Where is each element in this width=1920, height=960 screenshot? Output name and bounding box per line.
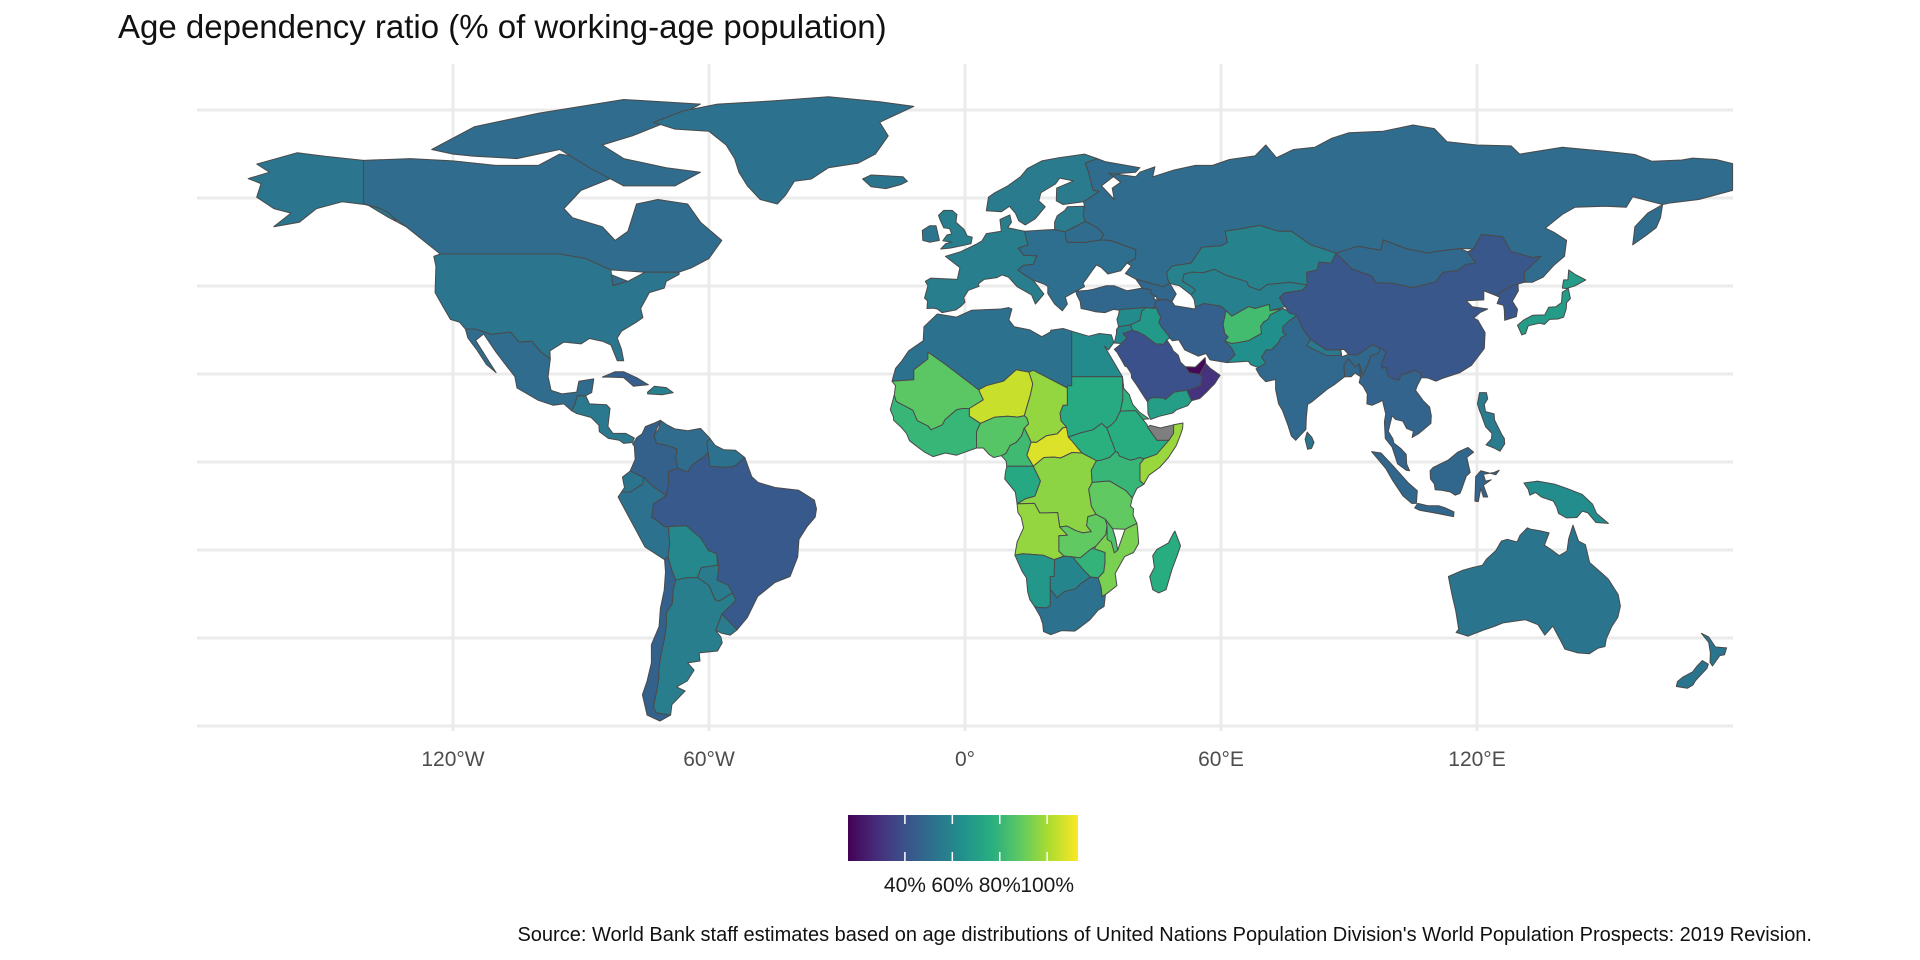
country-eritrea xyxy=(1119,376,1150,420)
map-title: Age dependency ratio (% of working-age p… xyxy=(118,8,887,45)
country-south-africa xyxy=(1034,576,1106,636)
country-java xyxy=(1414,502,1455,518)
legend-tick-label: 80% xyxy=(979,874,1021,897)
country-shapes xyxy=(247,96,1734,722)
country-malawi xyxy=(1104,518,1119,554)
country-ireland xyxy=(921,225,940,243)
country-australia xyxy=(1447,524,1621,655)
country-borneo xyxy=(1429,447,1475,496)
x-tick-label: 120°E xyxy=(1448,748,1505,771)
country-greenland xyxy=(653,96,915,205)
country-western-europe xyxy=(924,214,1045,314)
country-alaska xyxy=(247,152,407,228)
country-hokkaido xyxy=(1561,269,1587,289)
country-uae xyxy=(1184,357,1207,375)
country-canadian-arctic-islands xyxy=(431,99,701,187)
country-somalia xyxy=(1139,422,1184,485)
country-syria xyxy=(1116,307,1147,328)
x-tick-label: 120°W xyxy=(421,748,484,771)
country-new-guinea xyxy=(1523,480,1609,524)
country-korea xyxy=(1494,283,1519,321)
x-tick-label: 60°W xyxy=(683,748,735,771)
legend-tick-label: 100% xyxy=(1020,874,1074,897)
legend-tick-label: 60% xyxy=(931,874,973,897)
country-sulawesi xyxy=(1474,469,1500,503)
country-oman xyxy=(1186,363,1221,402)
longitude-tick-labels: 120°W 60°W 0° 60°E 120°E xyxy=(421,748,1505,771)
legend-colorbar xyxy=(848,815,1078,861)
country-new-zealand-north xyxy=(1700,632,1728,667)
source-caption: Source: World Bank staff estimates based… xyxy=(517,924,1812,946)
x-tick-label: 0° xyxy=(955,748,975,771)
x-tick-label: 60°E xyxy=(1198,748,1244,771)
country-united-kingdom xyxy=(938,209,973,250)
country-sumatra xyxy=(1371,451,1418,504)
country-japan xyxy=(1517,288,1571,336)
country-sri-lanka xyxy=(1304,431,1315,450)
color-legend: 40% 60% 80% 100% xyxy=(848,815,1078,897)
country-philippines xyxy=(1476,392,1506,452)
country-hispaniola xyxy=(647,385,674,396)
country-iceland xyxy=(862,174,908,190)
country-southeast-asia-mainland xyxy=(1358,347,1432,472)
country-uruguay xyxy=(715,613,738,636)
legend-tick-label: 40% xyxy=(884,874,926,897)
country-central-america xyxy=(571,395,635,444)
country-scandinavia xyxy=(985,153,1100,226)
legend-ticks: 40% 60% 80% 100% xyxy=(884,815,1074,897)
country-new-zealand-south xyxy=(1675,660,1709,689)
country-madagascar xyxy=(1149,530,1181,594)
country-argentina xyxy=(653,577,737,716)
country-mongolia xyxy=(1335,239,1477,289)
country-cuba xyxy=(601,371,649,387)
country-egypt xyxy=(1071,330,1123,378)
country-uganda-kenya xyxy=(1090,451,1145,499)
